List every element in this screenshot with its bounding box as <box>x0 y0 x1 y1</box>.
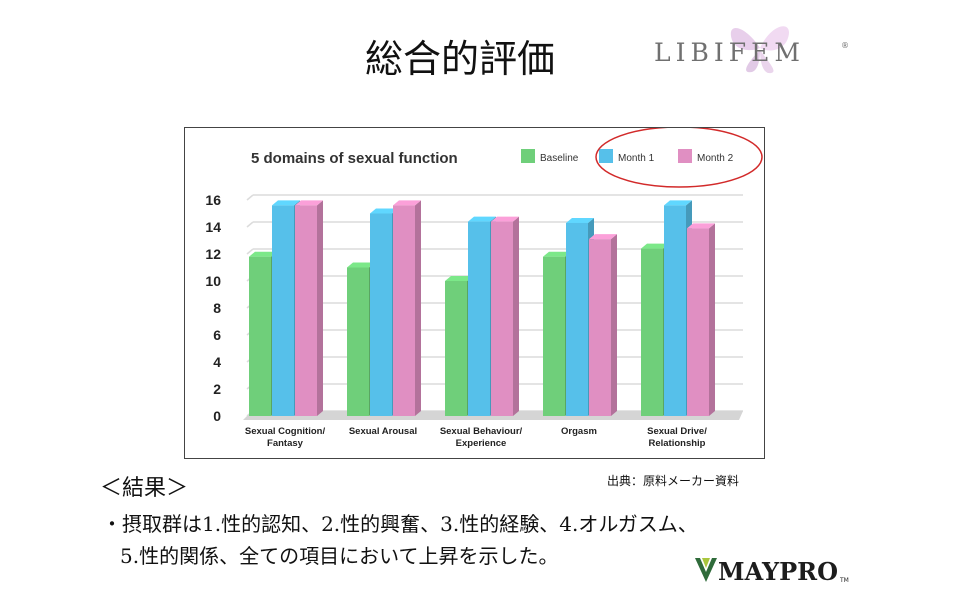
x-tick-label: Experience <box>456 438 507 449</box>
bar <box>589 239 611 416</box>
legend-swatch <box>521 149 535 163</box>
bar-side <box>611 234 617 416</box>
y-tick-label: 2 <box>213 381 221 397</box>
bar-side <box>513 216 519 416</box>
highlight-ellipse <box>595 128 763 188</box>
bar <box>249 256 271 416</box>
y-tick-label: 10 <box>205 273 221 289</box>
results-text-line-1: ・摂取群は1.性的認知、2.性的興奮、3.性的経験、4.オルガスム、 <box>102 512 698 536</box>
y-tick-label: 4 <box>213 354 221 370</box>
chart-title: 5 domains of sexual function <box>251 150 458 167</box>
y-tick-label: 12 <box>205 246 221 262</box>
x-tick-label: Sexual Behaviour/ <box>440 426 523 437</box>
bar <box>566 222 588 416</box>
gridline-side <box>246 248 254 255</box>
bar <box>687 228 709 416</box>
y-tick-label: 8 <box>213 300 221 316</box>
bar <box>543 256 565 416</box>
bar-top <box>295 200 323 206</box>
legend-label: Month 2 <box>697 153 734 164</box>
bar-top <box>543 251 571 257</box>
bar <box>295 205 317 416</box>
bar-side <box>709 223 715 416</box>
results-text-line-2: 5.性的関係、全ての項目において上昇を示した。 <box>120 544 559 568</box>
y-tick-label: 16 <box>205 192 221 208</box>
bar-top <box>370 208 398 214</box>
legend-label: Month 1 <box>618 153 655 164</box>
bar <box>445 281 467 416</box>
bar-top <box>641 243 669 249</box>
legend-label: Baseline <box>540 153 579 164</box>
bar-top <box>491 216 519 222</box>
bar-top <box>566 217 594 223</box>
bar-top <box>687 223 715 229</box>
maypro-emblem-icon <box>695 558 717 582</box>
butterfly-icon <box>730 26 790 74</box>
x-tick-label: Relationship <box>648 438 705 449</box>
y-tick-label: 14 <box>205 219 221 235</box>
gridline-side <box>246 221 254 228</box>
results-heading: ＜結果＞ <box>100 476 189 501</box>
bar <box>664 205 686 416</box>
x-tick-label: Sexual Cognition/ <box>245 426 326 437</box>
bar-top <box>249 251 277 257</box>
bar-top <box>445 276 473 281</box>
x-tick-label: Orgasm <box>561 426 597 437</box>
bar-top <box>393 200 421 206</box>
legend-swatch <box>678 149 692 163</box>
x-tick-label: Sexual Drive/ <box>647 426 707 437</box>
y-tick-label: 0 <box>213 408 221 424</box>
bar <box>347 267 369 416</box>
bar-chart: 5 domains of sexual function 0 2 4 6 8 10 12 14 1… <box>205 128 763 449</box>
bar-side <box>415 200 421 416</box>
chart-frame: 5 domains of sexual function 0 2 4 6 8 10 12 14 1… <box>184 127 765 459</box>
bar <box>393 205 415 416</box>
bar-top <box>272 200 300 206</box>
bar-top <box>664 200 692 206</box>
maypro-wordmark: MAYPRO <box>718 557 838 586</box>
bar <box>468 221 490 416</box>
maypro-trademark: TM <box>839 577 849 584</box>
legend-swatch <box>599 149 613 163</box>
bar <box>272 205 294 416</box>
bar-top <box>347 262 375 268</box>
x-tick-label: Sexual Arousal <box>349 426 417 437</box>
libifem-wordmark: LIBIFEM <box>654 38 805 67</box>
bar-side <box>317 200 323 416</box>
gridline-side <box>246 194 254 201</box>
bar <box>641 248 663 416</box>
source-note: 出典：原料メーカー資料 <box>607 474 740 488</box>
registered-mark: ® <box>841 41 849 50</box>
libifem-logo: LIBIFEM ® <box>654 26 849 74</box>
x-tick-label: Fantasy <box>267 438 304 449</box>
maypro-logo: MAYPRO TM <box>695 557 849 586</box>
bar-top <box>468 216 496 222</box>
bar-top <box>589 234 617 240</box>
bar <box>491 221 513 416</box>
slide-title: 総合的評価 <box>364 37 555 81</box>
y-tick-label: 6 <box>213 327 221 343</box>
bar <box>370 213 392 416</box>
